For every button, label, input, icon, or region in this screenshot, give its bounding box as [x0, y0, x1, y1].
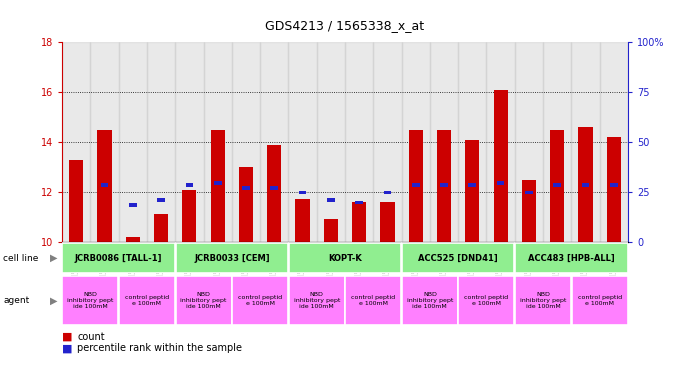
Bar — [90, 42, 119, 242]
Bar — [327, 198, 335, 202]
Bar — [550, 130, 564, 242]
Bar — [299, 191, 306, 195]
Bar — [182, 190, 197, 242]
Bar — [101, 183, 108, 187]
Bar — [355, 201, 363, 205]
Bar — [175, 243, 288, 273]
Bar — [232, 276, 288, 325]
Text: agent: agent — [3, 296, 30, 305]
Bar — [345, 42, 373, 242]
Bar — [119, 276, 175, 325]
Bar — [525, 191, 533, 195]
Bar — [469, 183, 476, 187]
Bar — [317, 42, 345, 242]
Bar — [515, 243, 628, 273]
Bar — [384, 191, 391, 195]
Bar — [147, 42, 175, 242]
Bar — [129, 203, 137, 207]
Text: count: count — [77, 332, 105, 342]
Bar — [204, 42, 232, 242]
Text: percentile rank within the sample: percentile rank within the sample — [77, 343, 242, 353]
Bar — [157, 198, 165, 202]
Bar — [571, 42, 600, 242]
Bar — [62, 276, 119, 325]
Text: control peptid
e 100mM: control peptid e 100mM — [578, 295, 622, 306]
Bar — [402, 276, 458, 325]
Bar — [610, 183, 618, 187]
Bar — [97, 130, 112, 242]
Text: ACC525 [DND41]: ACC525 [DND41] — [418, 254, 498, 263]
Bar — [345, 276, 402, 325]
Bar — [175, 276, 232, 325]
Bar — [582, 183, 589, 187]
Bar — [607, 137, 621, 242]
Bar — [440, 183, 448, 187]
Bar — [408, 130, 423, 242]
Bar — [578, 127, 593, 242]
Bar — [270, 186, 278, 190]
Bar — [62, 42, 90, 242]
Bar — [497, 181, 504, 185]
Bar — [175, 42, 204, 242]
Bar — [486, 42, 515, 242]
Text: GDS4213 / 1565338_x_at: GDS4213 / 1565338_x_at — [266, 19, 424, 32]
Text: JCRB0086 [TALL-1]: JCRB0086 [TALL-1] — [75, 254, 162, 263]
Bar — [430, 42, 458, 242]
Text: ▶: ▶ — [50, 295, 57, 306]
Bar — [260, 42, 288, 242]
Bar — [242, 186, 250, 190]
Bar — [126, 237, 140, 242]
Text: NBD
inhibitory pept
ide 100mM: NBD inhibitory pept ide 100mM — [406, 292, 453, 309]
Text: NBD
inhibitory pept
ide 100mM: NBD inhibitory pept ide 100mM — [520, 292, 566, 309]
Text: NBD
inhibitory pept
ide 100mM: NBD inhibitory pept ide 100mM — [293, 292, 340, 309]
Bar — [458, 42, 486, 242]
Text: control peptid
e 100mM: control peptid e 100mM — [351, 295, 395, 306]
Text: NBD
inhibitory pept
ide 100mM: NBD inhibitory pept ide 100mM — [180, 292, 227, 309]
Bar — [465, 140, 480, 242]
Bar — [458, 276, 515, 325]
Bar — [493, 90, 508, 242]
Bar — [412, 183, 420, 187]
Bar — [232, 42, 260, 242]
Bar — [154, 215, 168, 242]
Text: ■: ■ — [62, 343, 72, 353]
Text: cell line: cell line — [3, 254, 39, 263]
Text: control peptid
e 100mM: control peptid e 100mM — [238, 295, 282, 306]
Bar — [352, 202, 366, 242]
Bar — [69, 160, 83, 242]
Bar — [543, 42, 571, 242]
Bar — [288, 243, 402, 273]
Text: ■: ■ — [62, 332, 72, 342]
Bar — [324, 220, 338, 242]
Bar — [239, 167, 253, 242]
Bar — [210, 130, 225, 242]
Bar — [515, 276, 571, 325]
Text: NBD
inhibitory pept
ide 100mM: NBD inhibitory pept ide 100mM — [67, 292, 114, 309]
Bar — [402, 243, 515, 273]
Text: ▶: ▶ — [50, 253, 57, 263]
Bar — [600, 42, 628, 242]
Bar — [214, 181, 221, 185]
Bar — [522, 180, 536, 242]
Text: control peptid
e 100mM: control peptid e 100mM — [464, 295, 509, 306]
Bar — [553, 183, 561, 187]
Bar — [119, 42, 147, 242]
Bar — [288, 42, 317, 242]
Text: KOPT-K: KOPT-K — [328, 254, 362, 263]
Bar — [62, 243, 175, 273]
Bar — [437, 130, 451, 242]
Bar — [288, 276, 345, 325]
Bar — [571, 276, 628, 325]
Bar — [186, 183, 193, 187]
Bar — [402, 42, 430, 242]
Bar — [373, 42, 402, 242]
Text: control peptid
e 100mM: control peptid e 100mM — [125, 295, 169, 306]
Bar — [267, 145, 282, 242]
Text: ACC483 [HPB-ALL]: ACC483 [HPB-ALL] — [528, 254, 615, 263]
Text: JCRB0033 [CEM]: JCRB0033 [CEM] — [194, 254, 270, 263]
Bar — [295, 200, 310, 242]
Bar — [380, 202, 395, 242]
Bar — [515, 42, 543, 242]
